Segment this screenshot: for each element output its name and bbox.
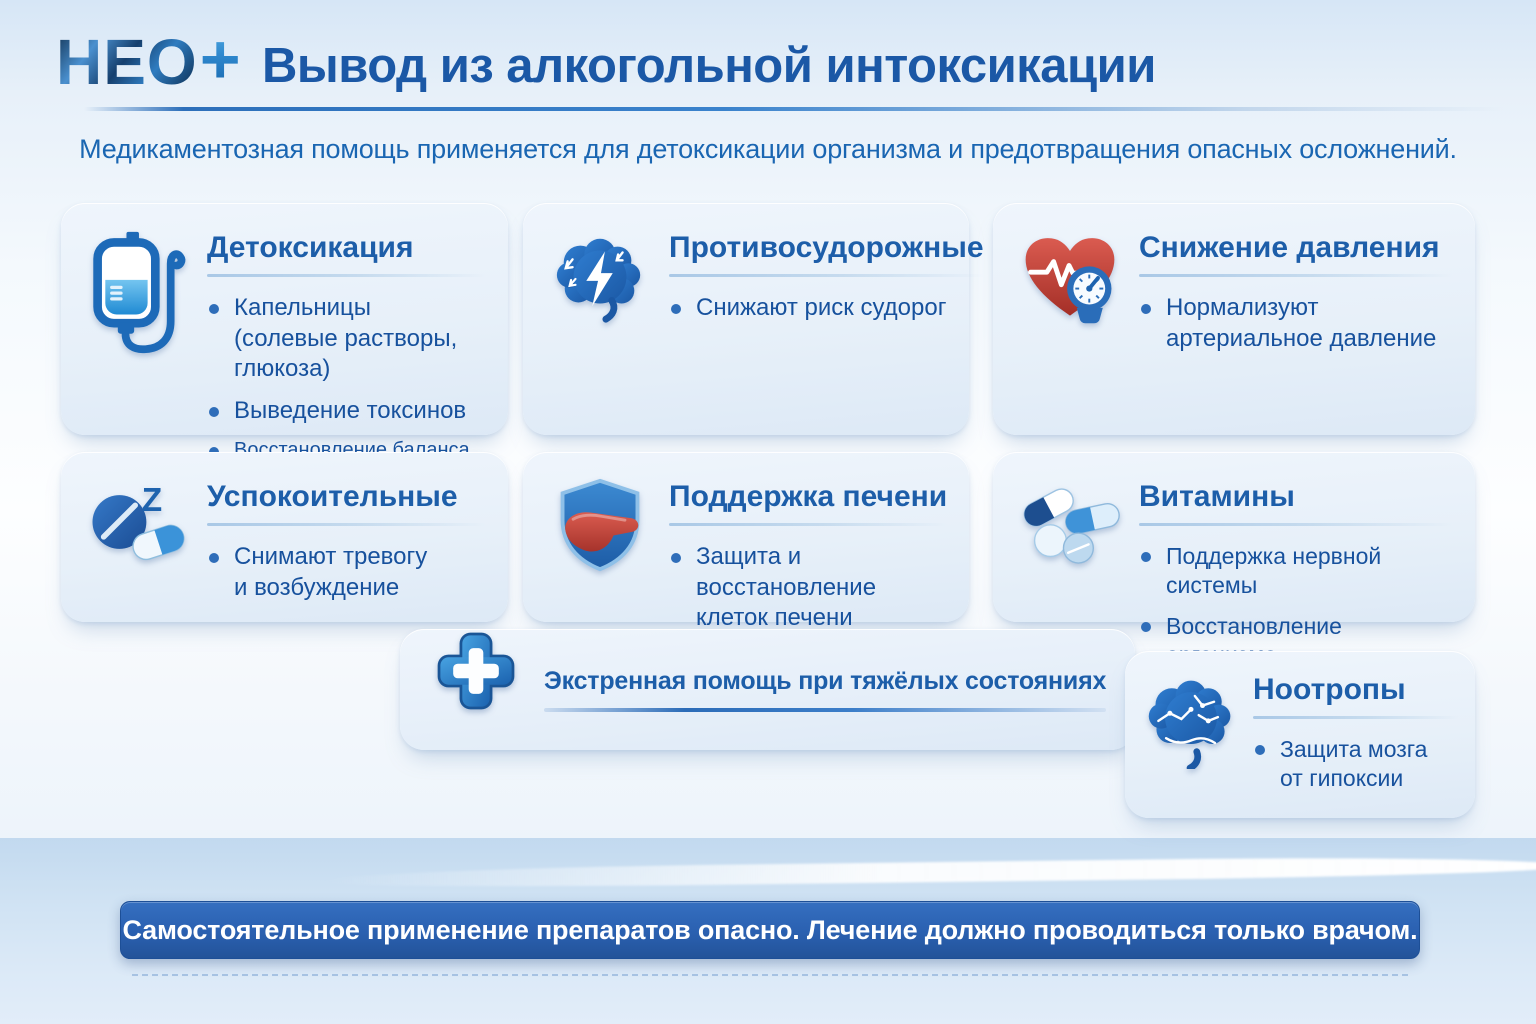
vitamin-pills-icon	[1015, 476, 1125, 568]
brand-logo-text: НЕО	[56, 26, 198, 98]
card-bullets: Защита и восстановление клеток печени	[669, 542, 947, 645]
bullet-item: Снимают тревогу и возбуждение	[207, 542, 486, 603]
card-title-rule	[207, 523, 486, 526]
brand-logo-plus-icon: +	[199, 20, 241, 98]
card-bullets: Снимают тревогу и возбуждение	[207, 542, 486, 614]
card-title: Успокоительные	[207, 480, 458, 513]
bullet-item: Нормализуют артериальное давление	[1139, 293, 1453, 354]
card-title-block: Противосудорожные	[669, 227, 984, 277]
card-title-block: Успокоительные	[207, 476, 486, 526]
liver-shield-icon	[552, 476, 648, 574]
white-swoosh-decoration	[322, 854, 1536, 890]
card-liver-support: Поддержка печени Защита и восстановление…	[523, 452, 969, 631]
card-nootropics: Ноотропы Защита мозга от гипоксии	[1125, 651, 1475, 818]
card-title-block: Детоксикация	[207, 227, 486, 277]
card-bullets: Нормализуют артериальное давление	[1139, 293, 1453, 365]
card-vitamins: Витамины Поддержка нервной системы Восст…	[993, 452, 1475, 668]
card-title-rule	[1253, 716, 1459, 719]
card-title: Снижение давления	[1139, 231, 1440, 264]
card-sedatives: Z Успокоительные Снимают тревогу и возбу…	[61, 452, 508, 622]
page-title: Вывод из алкогольной интоксикации	[262, 39, 1156, 93]
nootropic-brain-icon	[1143, 669, 1239, 769]
bullet-item: Поддержка нервной системы	[1139, 542, 1453, 601]
card-title-block: Ноотропы	[1253, 669, 1459, 719]
bullet-item: Выведение токсинов	[207, 396, 486, 427]
bullet-item: Капельницы (солевые растворы, глюкоза)	[207, 293, 486, 385]
svg-text:Z: Z	[142, 482, 162, 519]
card-title: Поддержка печени	[669, 480, 948, 513]
heart-pressure-gauge-icon	[1016, 227, 1124, 327]
disclaimer-text: Самостоятельное применение препаратов оп…	[122, 914, 1418, 945]
bullet-item: Защита и восстановление клеток печени	[669, 542, 947, 634]
card-title-block: Витамины	[1139, 476, 1453, 526]
footer-dashed-divider	[132, 974, 1408, 976]
emergency-text: Экстренная помощь при тяжёлых состояниях	[544, 667, 1107, 695]
card-title-block: Поддержка печени	[669, 476, 948, 526]
card-title: Противосудорожные	[669, 231, 984, 264]
card-blood-pressure: Снижение давления Нормализуют артериальн…	[993, 203, 1475, 435]
card-title-rule	[669, 274, 984, 277]
iv-drip-icon	[88, 227, 188, 354]
page-subtitle: Медикаментозная помощь применяется для д…	[79, 134, 1457, 164]
header-divider	[84, 107, 1504, 111]
brand-logo: НЕО +	[56, 24, 241, 98]
emergency-text-block: Экстренная помощь при тяжёлых состояниях	[544, 667, 1106, 712]
card-bullets: Защита мозга от гипоксии	[1253, 735, 1459, 805]
card-title: Ноотропы	[1253, 673, 1406, 706]
card-title-rule	[1139, 523, 1453, 526]
card-title-rule	[1139, 274, 1453, 277]
card-title: Детоксикация	[207, 231, 414, 264]
bullet-item: Снижают риск судорог	[669, 293, 984, 324]
card-detox: Детоксикация Капельницы (солевые раствор…	[61, 203, 508, 486]
card-anticonvulsants: Противосудорожные Снижают риск судорог	[523, 203, 984, 435]
bullet-item: Защита мозга от гипоксии	[1253, 735, 1459, 794]
card-title-rule	[669, 523, 948, 526]
card-emergency: Экстренная помощь при тяжёлых состояниях	[400, 629, 1135, 750]
card-bullets: Снижают риск судорог	[669, 293, 984, 335]
card-title-block: Снижение давления	[1139, 227, 1453, 277]
emergency-rule	[544, 708, 1107, 712]
card-title-rule	[207, 274, 486, 277]
sedative-pills-icon: Z	[86, 476, 190, 568]
brain-lightning-icon	[551, 227, 649, 327]
medical-cross-icon	[434, 629, 518, 713]
card-title: Витамины	[1139, 480, 1295, 513]
disclaimer-bar: Самостоятельное применение препаратов оп…	[120, 901, 1420, 959]
